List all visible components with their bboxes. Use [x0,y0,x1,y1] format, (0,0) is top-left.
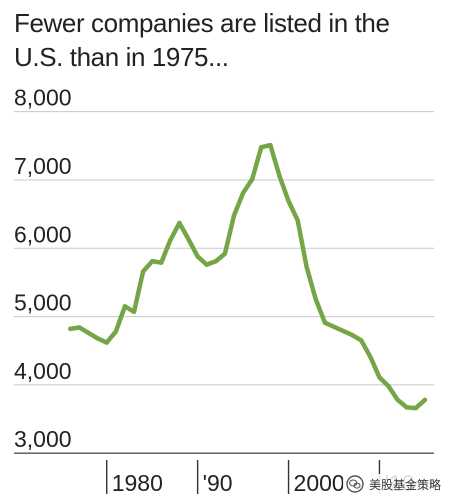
x-tick-label: 2000 [294,470,345,496]
data-point [349,332,355,338]
data-point [177,220,182,226]
data-point [259,144,264,150]
data-point [77,325,82,330]
y-axis-ticks: 3,000 4,000 5,000 6,000 7,000 8,000 [14,85,72,453]
data-point [404,405,409,410]
data-point [195,254,200,259]
data-point [113,329,119,334]
data-point [295,218,300,223]
data-point [213,259,219,264]
watermark: 美股基金策略 [342,474,444,494]
data-point [277,173,282,179]
data-point [368,354,373,360]
data-point [313,297,319,302]
x-tick-label: 1980 [112,470,163,496]
data-point [149,259,155,264]
data-point [331,324,337,330]
x-tick-label: '90 [203,470,233,496]
data-point [122,304,128,309]
data-point [104,340,109,345]
y-tick-label: 3,000 [14,426,72,452]
data-point [359,338,364,343]
data-point [159,260,164,265]
data-point [422,397,428,403]
data-point [249,177,255,182]
data-point [386,384,391,389]
data-point [340,328,346,334]
data-point [140,269,146,274]
series-line [68,142,428,411]
data-point [168,237,173,243]
gridlines [14,111,434,454]
data-point [95,336,100,341]
wechat-logo-icon [346,475,364,493]
data-point [395,397,400,403]
y-tick-label: 5,000 [14,290,72,316]
data-point [377,375,382,380]
data-point [304,265,309,270]
chart-title: Fewer companies are listed in the U.S. t… [14,8,390,72]
data-point [231,213,237,218]
y-tick-label: 4,000 [14,358,72,384]
data-point [86,330,91,336]
data-point [204,262,209,267]
data-point [240,190,246,196]
data-point [131,309,137,314]
data-point [186,237,191,242]
y-tick-label: 6,000 [14,221,72,247]
data-point [322,320,328,325]
data-point [268,142,273,148]
y-tick-label: 8,000 [14,85,72,111]
data-point [68,326,73,332]
data-point [222,251,228,256]
series-layer [68,142,428,411]
watermark-text: 美股基金策略 [368,477,441,492]
y-tick-label: 7,000 [14,153,72,179]
data-point [413,405,419,411]
data-point [286,198,291,204]
